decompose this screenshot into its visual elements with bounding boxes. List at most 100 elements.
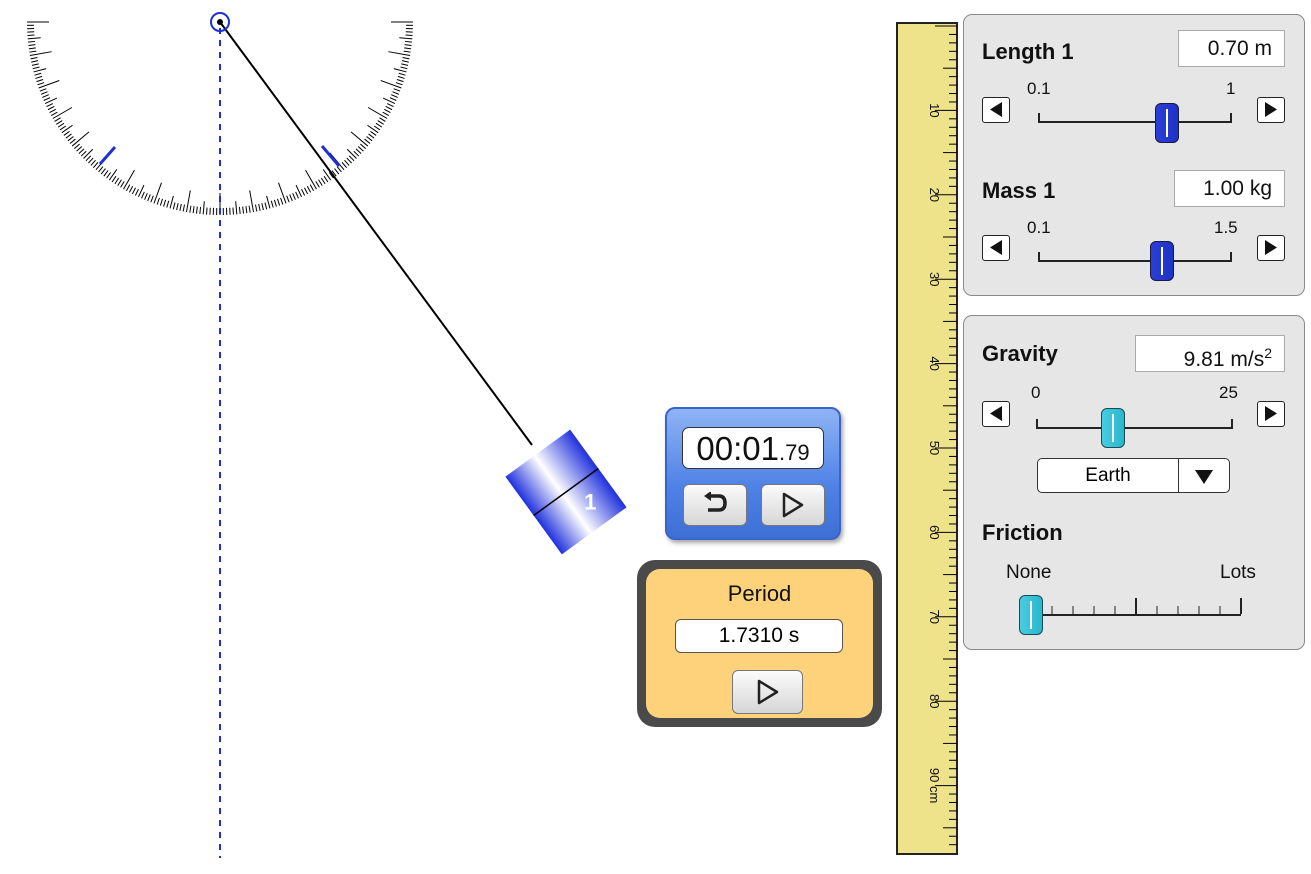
protractor-tick [254,204,258,212]
protractor-tick [166,200,170,208]
friction-title: Friction [982,520,1063,545]
protractor-tick [305,169,317,190]
protractor-tick [42,94,49,98]
gravity-unit-exponent: 2 [1264,345,1272,361]
protractor-tick [397,75,405,79]
protractor-tick [273,199,277,207]
period-play-button[interactable] [732,670,803,714]
gravity-slider-thumb[interactable] [1101,408,1126,448]
planet-select[interactable]: Earth [1037,458,1230,493]
left-arrow-icon [990,406,1002,421]
protractor [27,21,413,215]
protractor-tick [286,195,290,203]
protractor-tick [172,202,176,210]
length-decrease-button[interactable] [982,97,1010,123]
protractor-tick [350,131,369,147]
protractor-tick [315,181,320,188]
protractor-tick [249,190,255,213]
protractor-tick [266,195,271,209]
protractor-tick [128,185,134,193]
protractor-tick [348,155,355,162]
protractor-tick [185,190,191,213]
mass-slider-thumb[interactable] [1150,241,1175,281]
gravity-max-label: 25 [1219,383,1238,402]
protractor-tick [368,133,375,139]
protractor-tick [156,197,160,205]
ruler-label: 40 [927,356,942,370]
protractor-tick [399,37,413,40]
protractor-tick [54,117,61,122]
mass-track [1039,260,1231,262]
protractor-tick [202,201,205,215]
protractor-tick [238,206,241,214]
protractor-tick [43,97,51,101]
protractor-tick [31,60,39,63]
protractor-tick [39,88,47,92]
protractor-tick [328,172,334,179]
protractor-tick [318,179,323,186]
gravity-min-tick [1036,419,1038,429]
protractor-tick [404,40,412,43]
protractor-tick [169,195,174,209]
protractor-tick [382,97,396,105]
protractor-tick [108,169,118,181]
gravity-increase-button[interactable] [1257,401,1285,427]
protractor-tick [306,185,312,193]
protractor-tick [344,159,350,166]
stopwatch[interactable]: 00:01.79 [665,407,841,540]
mass-decrease-button[interactable] [982,235,1010,261]
friction-slider-thumb[interactable] [1019,595,1043,635]
gravity-decrease-button[interactable] [982,401,1010,427]
protractor-tick [401,60,409,63]
stopwatch-display: 00:01.79 [682,427,824,469]
pendulum-mass[interactable]: 1 [505,429,627,555]
gravity-value: 9.81 m/s [1183,348,1265,371]
pivot-point [217,19,223,25]
protractor-tick [90,159,96,166]
length-slider-thumb[interactable] [1155,103,1180,143]
gravity-readout: 9.81 m/s2 [1135,335,1285,372]
stopwatch-play-button[interactable] [761,484,825,526]
mass-readout: 1.00 kg [1174,170,1285,207]
protractor-tick [320,177,326,185]
protractor-tick [323,175,329,183]
protractor-tick [289,194,293,202]
period-timer[interactable]: Period 1.7310 s [637,560,882,727]
protractor-tick [383,108,391,114]
stopwatch-reset-button[interactable] [683,484,747,526]
protractor-tick [88,157,94,164]
mass-max-label: 1.5 [1214,218,1238,237]
length-title: Length 1 [982,39,1074,64]
right-arrow-icon [1265,102,1277,117]
max-angle-marker-left [98,146,117,165]
right-arrow-icon [1265,240,1277,255]
protractor-tick [403,50,411,53]
pivot-ring[interactable] [210,12,230,32]
protractor-tick [393,68,407,73]
protractor-tick [303,187,309,195]
protractor-tick [100,168,106,175]
protractor-tick [295,191,299,199]
length-increase-button[interactable] [1257,97,1285,123]
ruler-label: 60 [927,525,942,539]
protractor-tick [65,133,72,139]
protractor-tick [67,136,74,142]
ruler[interactable]: 10 20 30 40 50 60 70 80 90 cm [896,22,958,855]
left-arrow-icon [990,102,1002,117]
protractor-tick [117,179,122,186]
friction-ticks [1030,598,1242,614]
ruler-label: 20 [927,188,942,202]
protractor-tick [59,125,67,131]
protractor-tick [134,188,139,196]
protractor-tick [364,138,371,144]
stopwatch-time-main: 00:01 [696,430,779,467]
protractor-tick [367,124,379,134]
protractor-tick [27,37,41,40]
protractor-tick [141,191,145,199]
protractor-tick [393,88,401,92]
friction-min-label: None [1006,562,1052,583]
mass-increase-button[interactable] [1257,235,1285,261]
protractor-tick [341,162,347,168]
protractor-tick [245,206,248,214]
protractor-tick [301,188,306,196]
